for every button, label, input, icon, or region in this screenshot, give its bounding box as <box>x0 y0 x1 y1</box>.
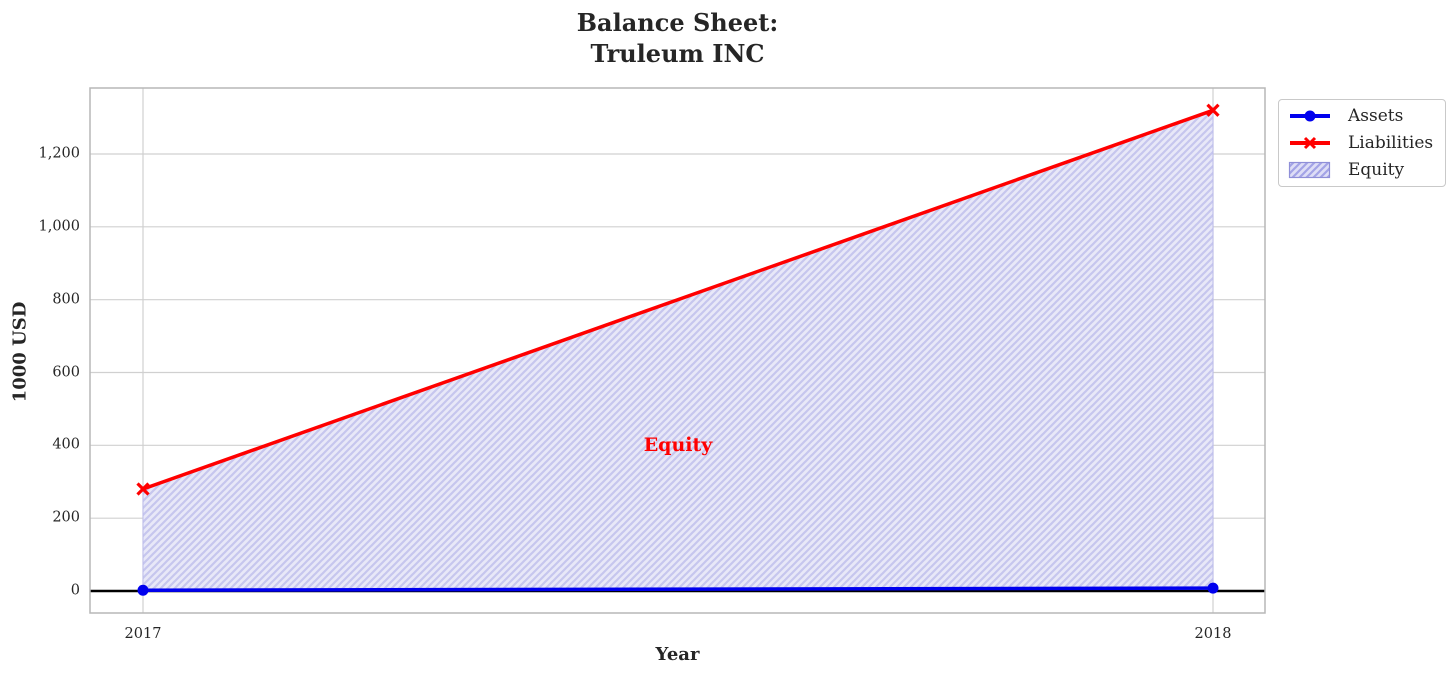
y-tick-label: 800 <box>52 291 80 308</box>
y-axis-label: 1000 USD <box>9 301 31 403</box>
legend-swatch-assets-line-icon <box>1290 110 1330 122</box>
legend-label-assets: Assets <box>1348 106 1404 126</box>
y-tick-label: 0 <box>70 582 80 599</box>
legend-row-equity: Equity <box>1288 161 1436 179</box>
x-tick-label: 2018 <box>1194 626 1232 642</box>
legend-swatch-liabilities-line-icon <box>1290 136 1330 150</box>
x-axis-label: Year <box>655 644 700 665</box>
y-tick-label: 1,000 <box>38 218 80 235</box>
legend-label-equity: Equity <box>1348 160 1405 180</box>
y-tick-label: 400 <box>52 437 80 454</box>
legend-swatch-equity-patch-icon <box>1288 161 1331 179</box>
legend-row-liabilities: Liabilities <box>1288 134 1436 152</box>
chart-title-line1: Balance Sheet: <box>576 8 779 37</box>
y-tick-label: 1,200 <box>38 145 80 162</box>
equity-annotation: Equity <box>643 434 713 457</box>
legend-row-assets: Assets <box>1288 107 1436 125</box>
y-tick-label: 600 <box>52 364 80 381</box>
chart-title: Balance Sheet: Truleum INC <box>90 7 1265 69</box>
legend: Assets Liabilities Equity <box>1278 99 1446 187</box>
y-tick-label: 200 <box>52 509 80 526</box>
legend-label-liabilities: Liabilities <box>1348 133 1434 153</box>
chart-title-line2: Truleum INC <box>590 39 765 68</box>
x-tick-label: 2017 <box>124 626 162 642</box>
